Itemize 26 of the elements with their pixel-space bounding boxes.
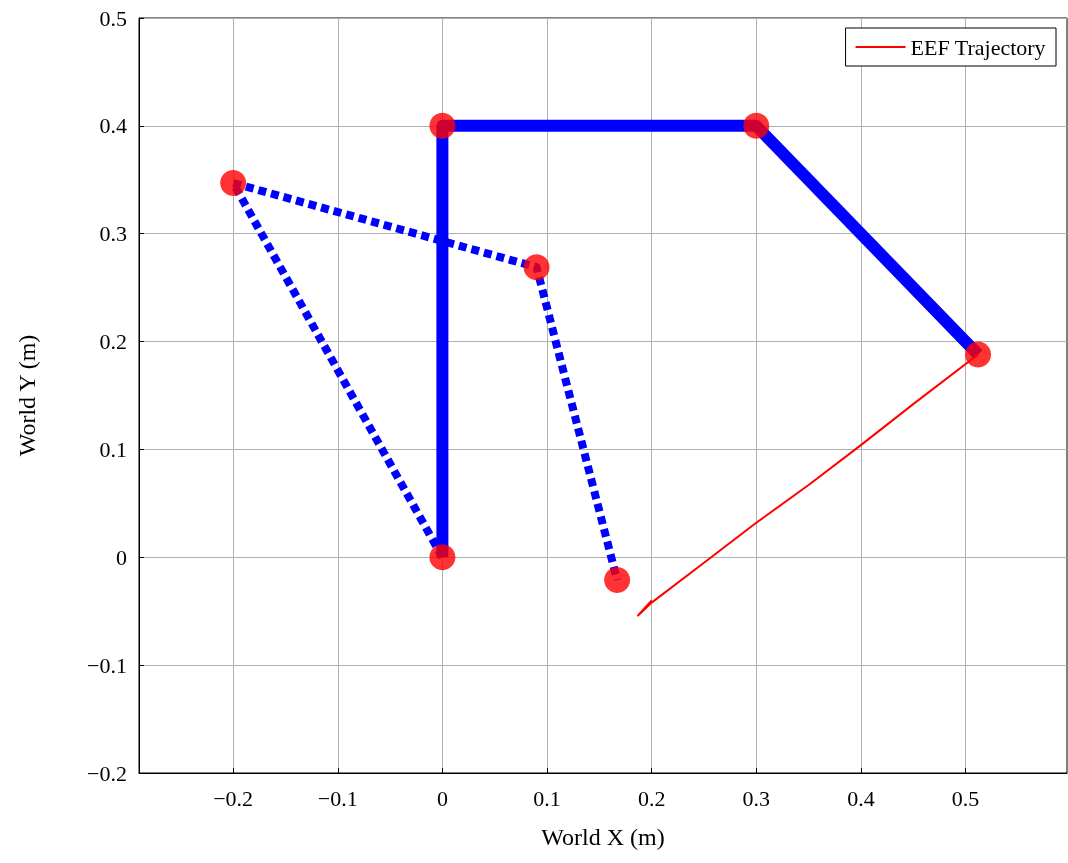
- y-tick-label: 0: [116, 544, 127, 570]
- point: [604, 566, 631, 593]
- y-tick-label: −0.2: [87, 760, 127, 786]
- x-tick-label: 0.3: [742, 785, 771, 811]
- x-tick-label: 0.4: [847, 785, 875, 811]
- y-tick-label: −0.1: [87, 652, 127, 678]
- point: [429, 112, 456, 139]
- y-tick-label: 0.3: [99, 221, 127, 247]
- y-axis-title: World Y (m): [14, 334, 40, 457]
- x-tick-label: −0.2: [213, 785, 254, 811]
- point: [429, 544, 456, 571]
- x-tick-label: 0.5: [951, 785, 980, 811]
- x-tick-label: 0: [436, 785, 448, 811]
- x-tick-label: 0.1: [533, 785, 561, 811]
- y-tick-label: 0.1: [99, 436, 127, 462]
- y-tick-label: 0.4: [99, 113, 127, 139]
- x-tick-label: −0.1: [317, 785, 358, 811]
- point: [743, 112, 770, 139]
- legend-label: EEF Trajectory: [910, 34, 1046, 60]
- point: [523, 254, 550, 281]
- x-tick-label: 0.2: [637, 785, 666, 811]
- point: [220, 170, 247, 197]
- y-tick-label: 0.5: [99, 5, 127, 31]
- point: [965, 341, 992, 368]
- y-tick-label: 0.2: [99, 329, 127, 355]
- x-axis-title: World X (m): [541, 824, 665, 850]
